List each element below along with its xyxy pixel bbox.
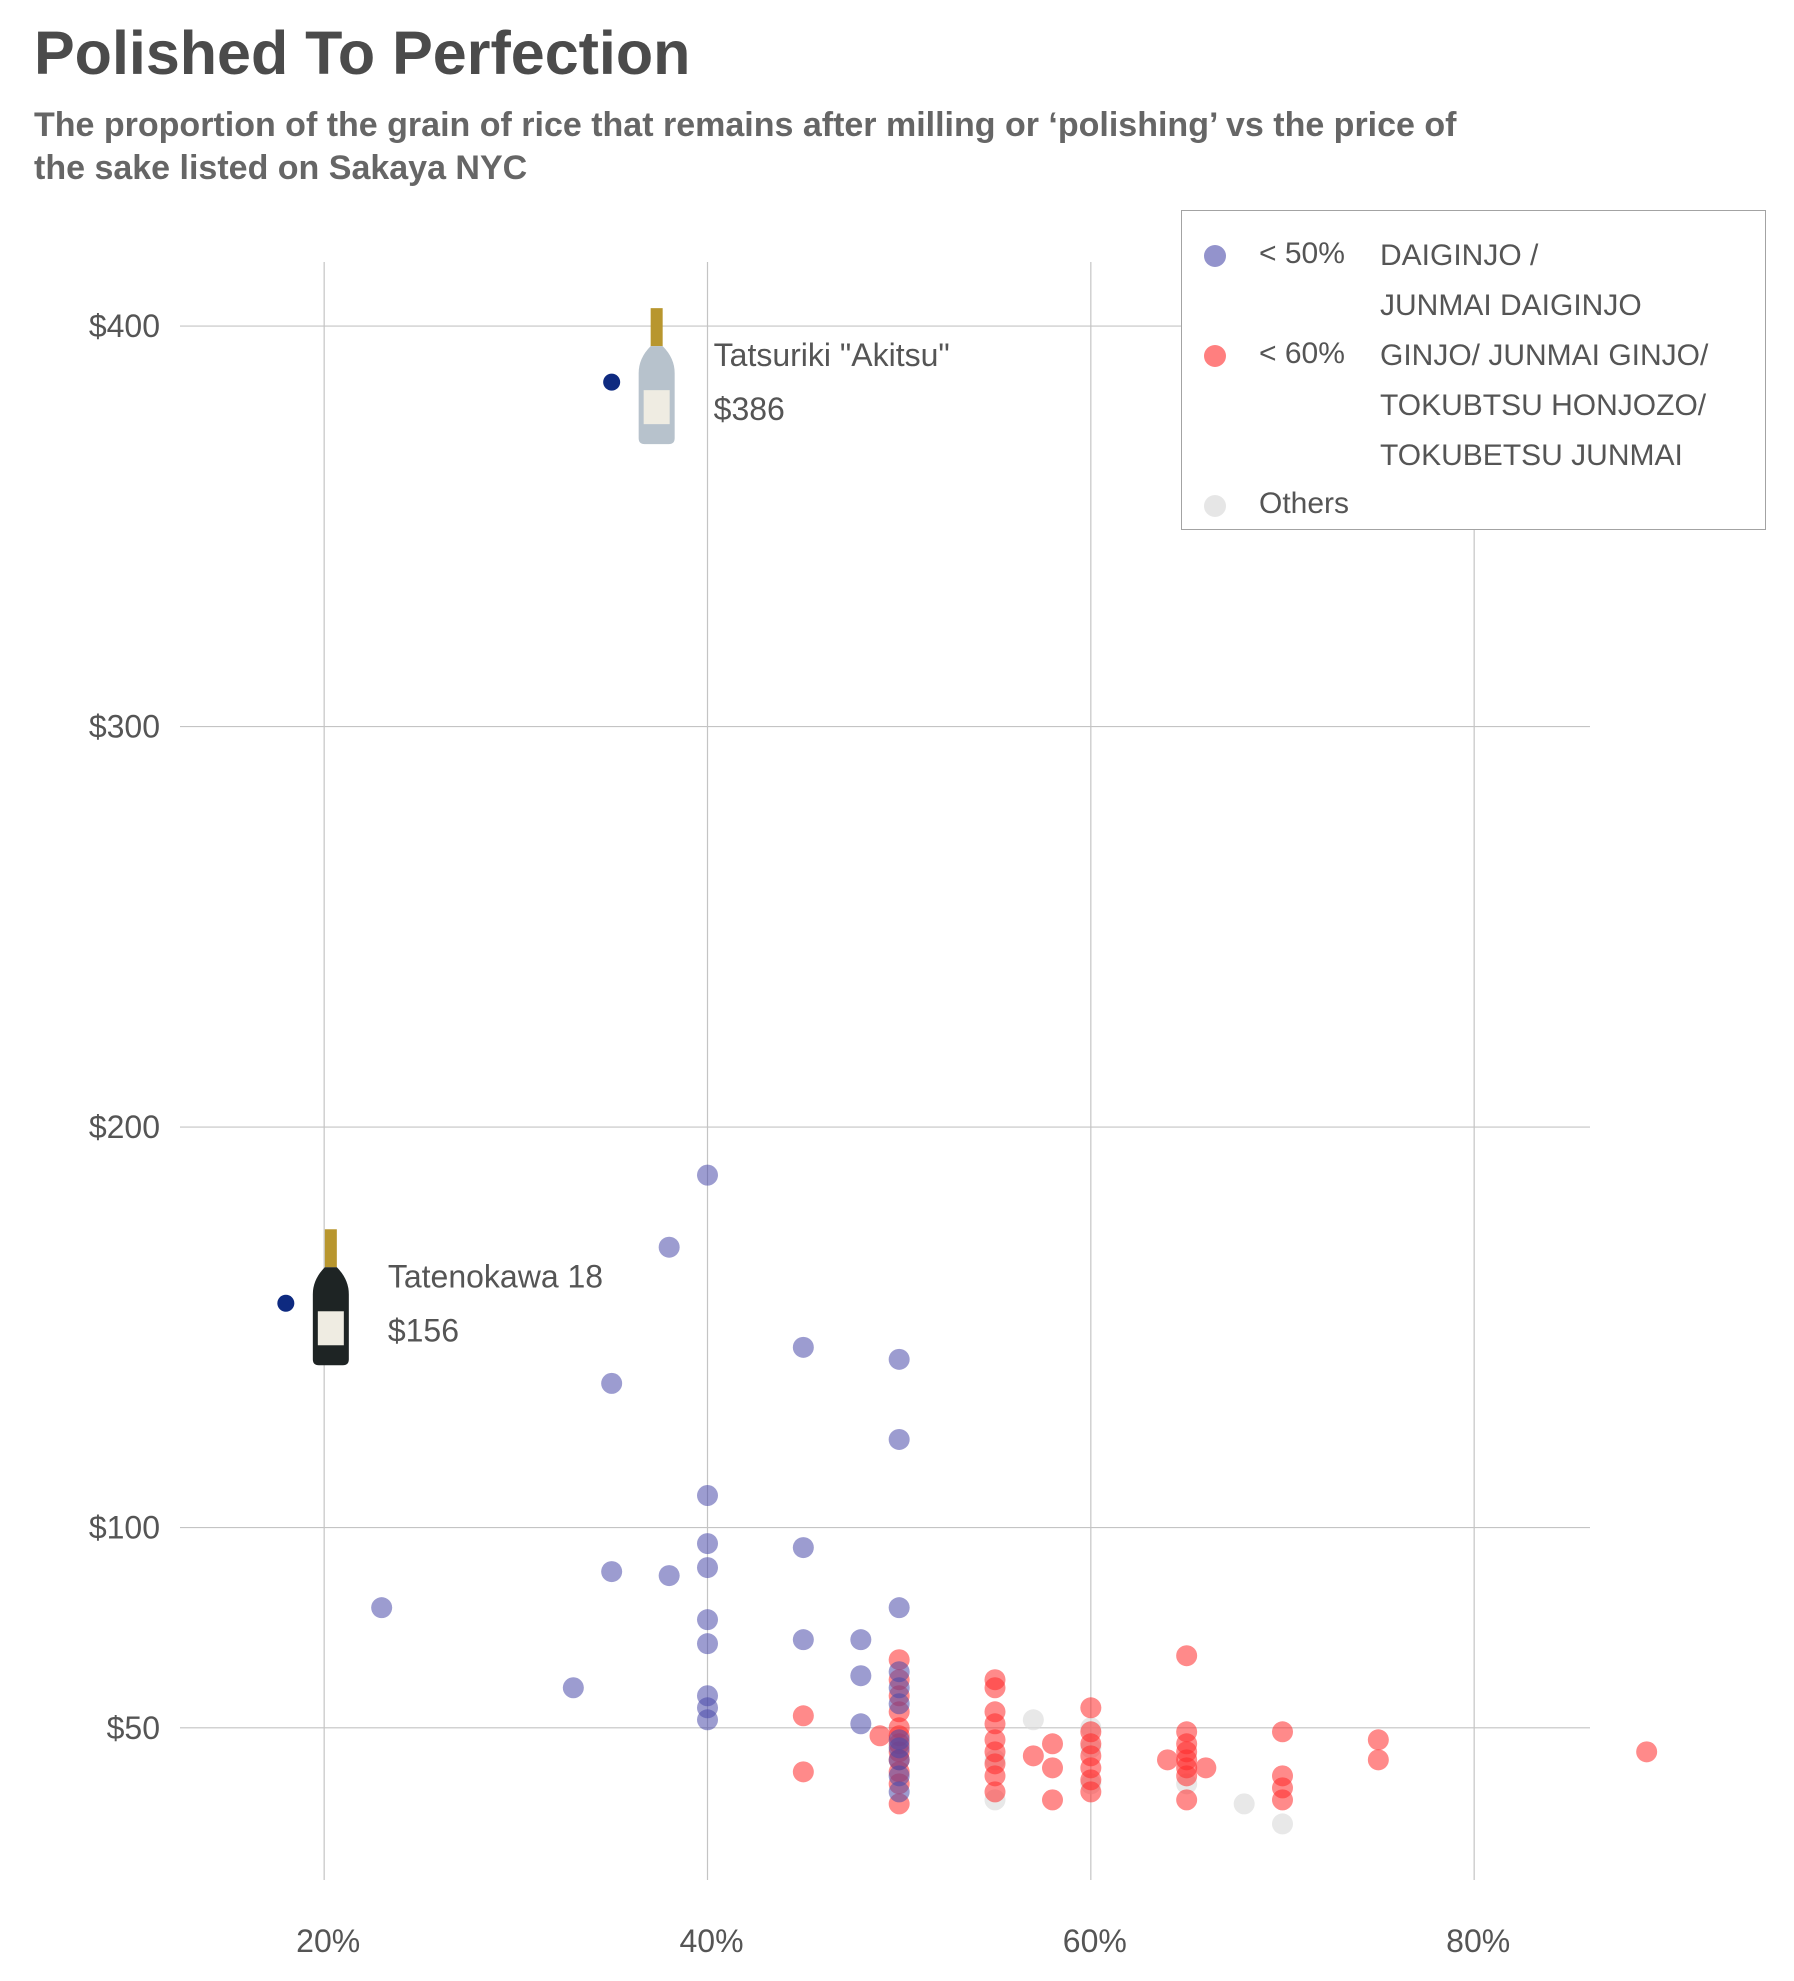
data-point: [1195, 1757, 1217, 1779]
legend-prefix: < 60%: [1259, 337, 1345, 370]
data-point: [792, 1705, 814, 1727]
legend-label: GINJO/ JUNMAI GINJO/ TOKUBTSU HONJOZO/ T…: [1380, 331, 1708, 481]
data-point: [850, 1713, 872, 1735]
data-point: [984, 1765, 1006, 1787]
data-point: [888, 1348, 910, 1370]
data-point: [1042, 1789, 1063, 1811]
legend-marker: [1204, 345, 1226, 367]
data-point: [888, 1749, 910, 1771]
x-tick-label: 40%: [679, 1923, 743, 1959]
data-point: [1176, 1765, 1198, 1787]
highlighted-point: [603, 373, 621, 391]
annotation-price: $386: [714, 391, 785, 427]
annotation-name: Tatsuriki "Akitsu": [714, 337, 950, 373]
legend-label-line: JUNMAI DAIGINJO: [1380, 289, 1642, 322]
legend-label-line: GINJO/ JUNMAI GINJO/: [1380, 339, 1709, 372]
data-point: [984, 1677, 1006, 1699]
data-point: [1022, 1745, 1044, 1767]
data-point: [697, 1709, 718, 1731]
legend-label-line: TOKUBETSU JUNMAI: [1380, 439, 1683, 472]
data-point: [601, 1372, 623, 1394]
data-point: [850, 1629, 872, 1651]
data-point: [1157, 1749, 1178, 1771]
y-tick-label: $200: [89, 1109, 160, 1145]
legend: < 50% DAIGINJO / JUNMAI DAIGINJO < 60% G…: [1181, 210, 1766, 530]
highlighted-point: [277, 1294, 295, 1312]
highlighted-points: Tatenokawa 18 $156 Tatsuriki "Akitsu" $386: [277, 308, 950, 1366]
data-point: [984, 1713, 1006, 1735]
data-point: [1022, 1709, 1044, 1731]
data-point: [371, 1597, 393, 1619]
annotation-price: $156: [388, 1312, 459, 1348]
annotation-name: Tatenokawa 18: [388, 1258, 603, 1294]
x-tick-label: 20%: [296, 1923, 360, 1959]
data-point: [1367, 1729, 1389, 1751]
data-point: [888, 1428, 910, 1450]
data-point: [601, 1561, 623, 1583]
data-points: [371, 1164, 1658, 1835]
data-point: [1636, 1741, 1658, 1763]
sake-bottle-icon: [638, 308, 675, 445]
data-point: [658, 1236, 680, 1258]
bottle-label: [643, 390, 670, 425]
data-point: [697, 1633, 718, 1655]
data-point: [1272, 1813, 1293, 1835]
data-point: [1176, 1789, 1198, 1811]
data-point: [1042, 1733, 1063, 1755]
y-tick-label: $300: [89, 709, 160, 745]
y-tick-label: $400: [89, 308, 160, 344]
legend-marker: [1204, 245, 1226, 267]
data-point: [1042, 1757, 1063, 1779]
data-point: [888, 1677, 910, 1699]
data-point: [984, 1781, 1006, 1803]
data-point: [792, 1336, 814, 1358]
data-point: [869, 1725, 891, 1747]
bottle-neck: [650, 308, 663, 347]
data-point: [888, 1765, 910, 1787]
data-point: [1080, 1781, 1102, 1803]
data-point: [697, 1533, 718, 1555]
chart-subtitle: The proportion of the grain of rice that…: [34, 106, 1457, 187]
legend-label-line: TOKUBTSU HONJOZO/: [1380, 389, 1707, 422]
data-point: [1367, 1749, 1389, 1771]
data-point: [888, 1693, 910, 1715]
data-point: [697, 1485, 718, 1507]
data-point: [888, 1661, 910, 1683]
x-tick-label: 60%: [1063, 1923, 1127, 1959]
data-point: [792, 1537, 814, 1559]
data-point: [792, 1629, 814, 1651]
axis-ticks: 20% 40% 60% 80% $50 $100 $200 $300 $400: [89, 308, 1510, 1959]
legend-label: DAIGINJO / JUNMAI DAIGINJO: [1380, 231, 1642, 331]
data-point: [697, 1609, 718, 1631]
data-point: [1272, 1721, 1293, 1743]
data-point: [888, 1781, 910, 1803]
data-point: [1176, 1645, 1198, 1667]
data-point: [792, 1761, 814, 1783]
data-point: [562, 1677, 584, 1699]
data-point: [697, 1164, 718, 1186]
sake-bottle-icon: [312, 1229, 349, 1366]
legend-prefix: < 50%: [1259, 237, 1345, 270]
y-tick-label: $100: [89, 1510, 160, 1546]
legend-label-line: DAIGINJO /: [1380, 239, 1539, 272]
bottle-label: [317, 1311, 344, 1346]
legend-marker: [1204, 495, 1226, 517]
data-point: [697, 1557, 718, 1579]
x-tick-label: 80%: [1446, 1923, 1510, 1959]
data-point: [850, 1665, 872, 1687]
legend-label: Others: [1259, 487, 1350, 520]
y-tick-label: $50: [107, 1710, 160, 1746]
data-point: [1233, 1793, 1255, 1815]
chart-title: Polished To Perfection: [34, 19, 691, 87]
data-point: [1080, 1697, 1102, 1719]
data-point: [888, 1597, 910, 1619]
data-point: [658, 1565, 680, 1587]
bottle-neck: [324, 1229, 337, 1268]
data-point: [1272, 1789, 1293, 1811]
